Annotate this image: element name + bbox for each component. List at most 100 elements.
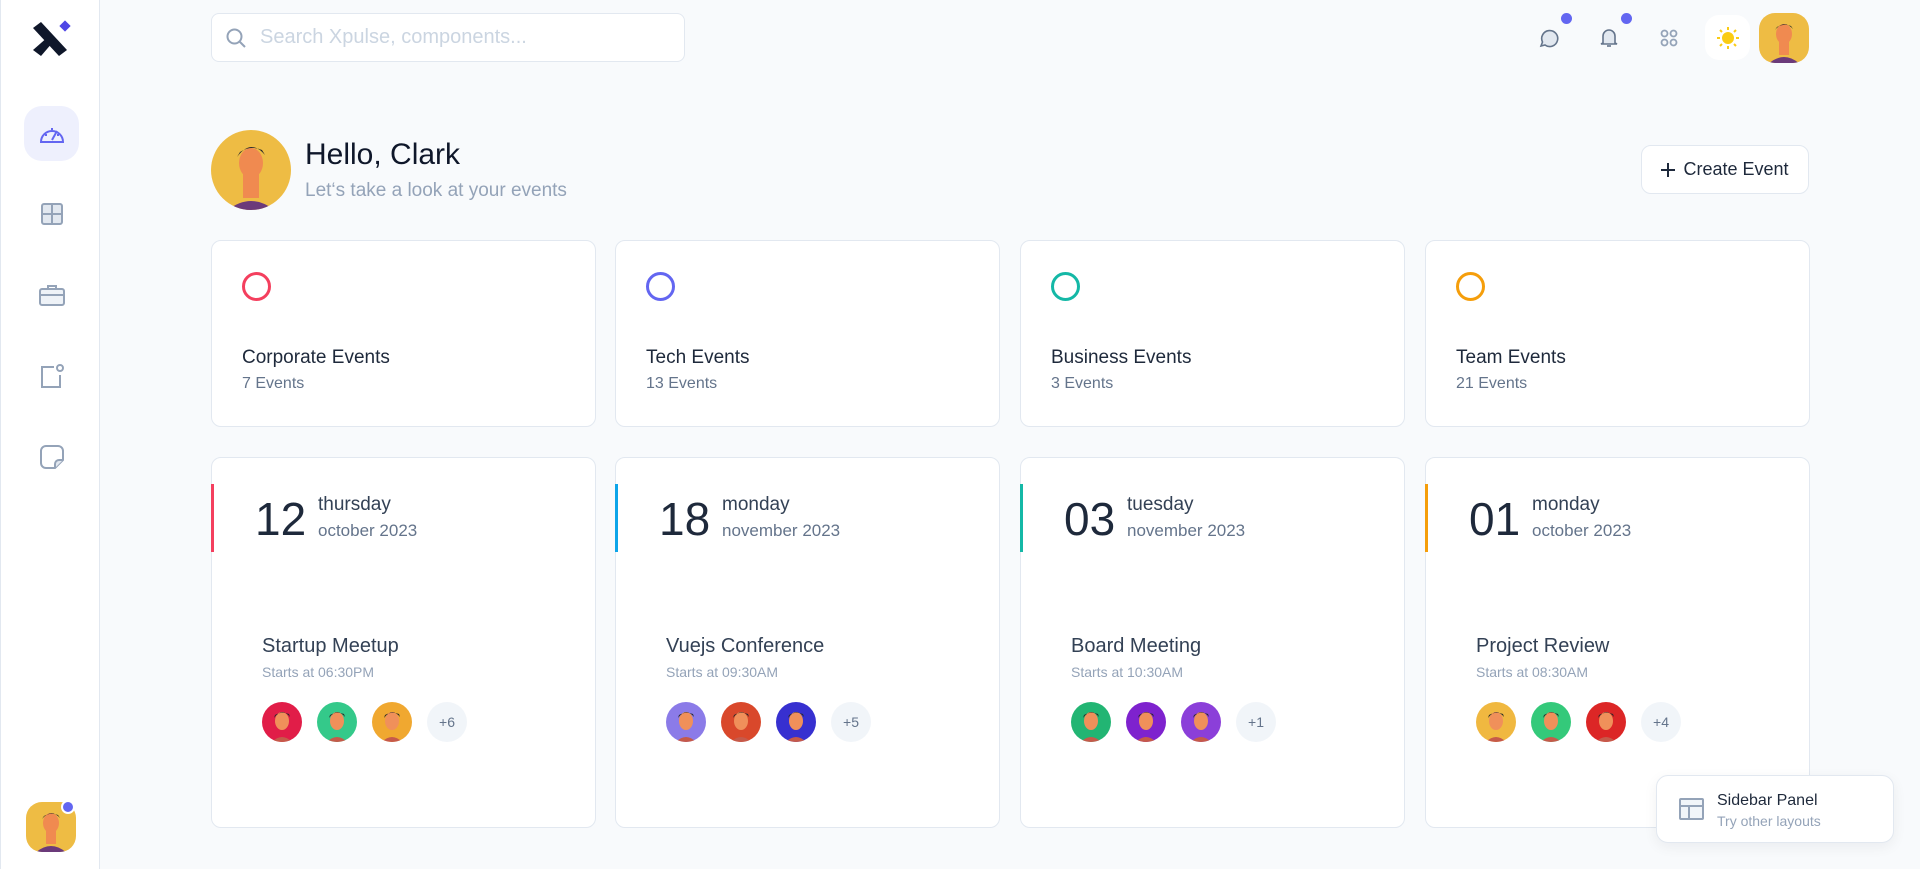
- event-month: november 2023: [722, 521, 841, 540]
- circle-icon: [646, 272, 675, 301]
- event-accent-bar: [211, 484, 214, 552]
- attendee-avatar[interactable]: [1531, 702, 1571, 742]
- event-title: Startup Meetup: [262, 635, 399, 657]
- stat-count: 13 Events: [646, 375, 718, 392]
- event-start-time: Starts at 10:30AM: [1071, 664, 1184, 680]
- notifications-button[interactable]: [1591, 20, 1627, 56]
- stat-card[interactable]: Corporate Events 7 Events: [211, 240, 596, 427]
- apps-icon: [1660, 29, 1678, 47]
- stat-count: 7 Events: [242, 375, 305, 392]
- sidebar-panel-card[interactable]: Sidebar Panel Try other layouts: [1656, 775, 1894, 843]
- event-accent-bar: [1020, 484, 1023, 552]
- event-day-number: 12: [255, 493, 307, 545]
- layout-icon: [1679, 798, 1704, 820]
- panel-subtitle: Try other layouts: [1717, 813, 1821, 829]
- create-event-label: Create Event: [1683, 159, 1789, 179]
- attendee-avatar[interactable]: [1181, 702, 1221, 742]
- event-card[interactable]: 03 tuesday november 2023 Board Meeting S…: [1020, 457, 1405, 828]
- attendee-avatar[interactable]: [1071, 702, 1111, 742]
- circle-icon: [1051, 272, 1080, 301]
- search-input[interactable]: [260, 26, 660, 49]
- event-month: november 2023: [1127, 521, 1246, 540]
- sticky-note-icon: [39, 444, 64, 469]
- stat-title: Tech Events: [646, 347, 750, 368]
- sidebar: [0, 0, 100, 869]
- event-title: Project Review: [1476, 635, 1610, 657]
- attendee-avatar[interactable]: [317, 702, 357, 742]
- create-event-button[interactable]: Create Event: [1641, 145, 1809, 194]
- sun-icon: [1716, 26, 1739, 49]
- event-card[interactable]: 12 thursday october 2023 Startup Meetup …: [211, 457, 596, 828]
- theme-toggle[interactable]: [1705, 15, 1750, 60]
- briefcase-icon: [38, 284, 65, 306]
- chat-badge: [1561, 13, 1572, 24]
- event-month: october 2023: [1532, 521, 1632, 540]
- attendee-avatar[interactable]: [1476, 702, 1516, 742]
- event-weekday: monday: [1532, 494, 1600, 515]
- stat-card[interactable]: Business Events 3 Events: [1020, 240, 1405, 427]
- panel-title: Sidebar Panel: [1717, 792, 1818, 809]
- attendee-avatar[interactable]: [262, 702, 302, 742]
- event-card[interactable]: 18 monday november 2023 Vuejs Conference…: [615, 457, 1000, 828]
- search-box[interactable]: [211, 13, 685, 62]
- event-title: Board Meeting: [1071, 635, 1202, 657]
- apps-button[interactable]: [1651, 20, 1687, 56]
- sidebar-item-notes[interactable]: [24, 429, 79, 484]
- event-start-time: Starts at 06:30PM: [262, 664, 375, 680]
- sidebar-item-briefcase[interactable]: [24, 267, 79, 322]
- stat-title: Corporate Events: [242, 347, 390, 368]
- more-attendees-badge[interactable]: +1: [1236, 702, 1276, 742]
- notification-badge: [1621, 13, 1632, 24]
- attendee-avatar[interactable]: [666, 702, 706, 742]
- stat-count: 21 Events: [1456, 375, 1528, 392]
- status-dot: [61, 800, 75, 814]
- chat-button[interactable]: [1531, 20, 1567, 56]
- plus-icon: [1661, 162, 1676, 177]
- greeting-subtitle: Let‘s take a look at your events: [305, 180, 567, 201]
- stat-card[interactable]: Tech Events 13 Events: [615, 240, 1000, 427]
- attendee-avatar[interactable]: [1586, 702, 1626, 742]
- more-attendees-badge[interactable]: +4: [1641, 702, 1681, 742]
- event-title: Vuejs Conference: [666, 635, 825, 657]
- grid-icon: [40, 202, 63, 225]
- stat-title: Business Events: [1051, 347, 1192, 368]
- event-accent-bar: [1425, 484, 1428, 552]
- stat-card[interactable]: Team Events 21 Events: [1425, 240, 1810, 427]
- greeting-avatar: [211, 130, 291, 210]
- event-weekday: monday: [722, 494, 790, 515]
- chat-icon: [1539, 29, 1559, 48]
- dashboard-gauge-icon: [39, 127, 64, 143]
- search-icon: [226, 28, 246, 48]
- event-month: october 2023: [318, 521, 418, 540]
- attendee-avatar[interactable]: [721, 702, 761, 742]
- attendee-list: +5: [666, 702, 871, 742]
- profile-avatar[interactable]: [1759, 13, 1809, 63]
- stat-count: 3 Events: [1051, 375, 1114, 392]
- attendee-avatar[interactable]: [776, 702, 816, 742]
- sidebar-item-grid[interactable]: [24, 186, 79, 241]
- attendee-avatar[interactable]: [1126, 702, 1166, 742]
- greeting-title: Hello, Clark: [305, 138, 461, 171]
- sidebar-item-notifications[interactable]: [24, 348, 79, 403]
- circle-icon: [242, 272, 271, 301]
- xpulse-logo[interactable]: [31, 20, 71, 58]
- sidebar-item-dashboard[interactable]: [24, 106, 79, 161]
- event-day-number: 03: [1064, 493, 1116, 545]
- event-day-number: 01: [1469, 493, 1521, 545]
- circle-icon: [1456, 272, 1485, 301]
- event-start-time: Starts at 08:30AM: [1476, 664, 1589, 680]
- event-weekday: tuesday: [1127, 494, 1194, 515]
- event-weekday: thursday: [318, 494, 391, 515]
- attendee-avatar[interactable]: [372, 702, 412, 742]
- event-accent-bar: [615, 484, 618, 552]
- event-start-time: Starts at 09:30AM: [666, 664, 779, 680]
- more-attendees-badge[interactable]: +6: [427, 702, 467, 742]
- event-day-number: 18: [659, 493, 711, 545]
- attendee-list: +6: [262, 702, 467, 742]
- event-card[interactable]: 01 monday october 2023 Project Review St…: [1425, 457, 1810, 828]
- bell-icon: [1600, 29, 1618, 47]
- attendee-list: +1: [1071, 702, 1276, 742]
- stat-title: Team Events: [1456, 347, 1566, 368]
- notification-square-icon: [40, 363, 64, 388]
- more-attendees-badge[interactable]: +5: [831, 702, 871, 742]
